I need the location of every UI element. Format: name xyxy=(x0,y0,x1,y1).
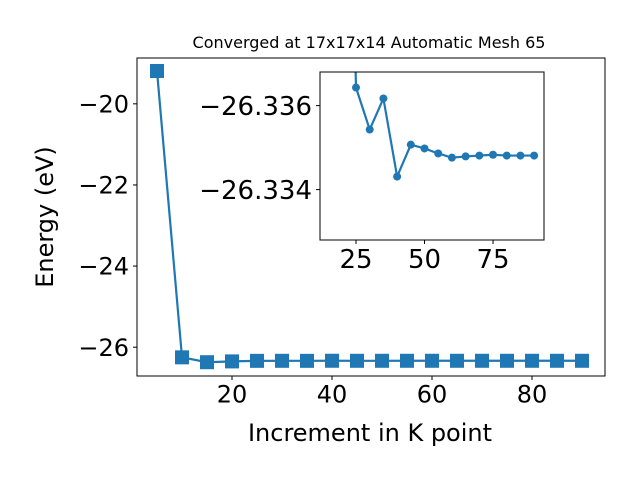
marker xyxy=(502,151,511,160)
chart-title: Converged at 17x17x14 Automatic Mesh 65 xyxy=(193,33,546,52)
marker xyxy=(300,353,314,368)
marker xyxy=(225,354,239,369)
x-tick-label: 50 xyxy=(408,245,441,275)
plot-area xyxy=(352,72,539,181)
marker xyxy=(475,353,489,368)
marker xyxy=(516,151,525,160)
marker xyxy=(175,350,189,365)
marker xyxy=(400,353,414,368)
marker xyxy=(350,353,364,368)
y-axis-label: Energy (eV) xyxy=(31,146,59,288)
marker xyxy=(489,150,498,159)
plot-frame xyxy=(319,71,545,241)
y-tick-label: −20 xyxy=(78,90,129,118)
x-axis-label: Increment in K point xyxy=(248,419,492,447)
y-tick-label: −26.336 xyxy=(199,92,312,122)
marker xyxy=(352,83,361,92)
marker xyxy=(150,63,164,78)
marker xyxy=(447,153,456,162)
x-tick-label: 40 xyxy=(317,380,348,408)
marker xyxy=(525,353,539,368)
x-tick-label: 20 xyxy=(217,380,248,408)
marker xyxy=(275,353,289,368)
x-tick-label: 60 xyxy=(417,380,448,408)
marker xyxy=(325,353,339,368)
marker xyxy=(434,149,443,158)
x-tick-label: 80 xyxy=(517,380,548,408)
marker xyxy=(475,151,484,160)
y-tick-label: −26 xyxy=(78,334,129,362)
x-tick-label: 25 xyxy=(339,245,372,275)
marker xyxy=(461,152,470,161)
marker xyxy=(550,353,564,368)
marker xyxy=(393,172,402,181)
x-tick-label: 75 xyxy=(476,245,509,275)
marker xyxy=(530,151,539,160)
plot-area xyxy=(150,63,589,370)
marker xyxy=(250,353,264,368)
marker xyxy=(406,140,415,149)
plot-frame xyxy=(136,57,606,377)
marker xyxy=(500,353,514,368)
marker xyxy=(365,125,374,134)
marker xyxy=(425,353,439,368)
marker xyxy=(200,355,214,370)
y-tick-label: −26.334 xyxy=(199,176,312,206)
marker xyxy=(575,353,589,368)
marker xyxy=(420,144,429,153)
marker xyxy=(379,94,388,103)
y-tick-label: −24 xyxy=(78,253,129,281)
marker xyxy=(375,353,389,368)
y-tick-label: −22 xyxy=(78,172,129,200)
marker xyxy=(450,353,464,368)
